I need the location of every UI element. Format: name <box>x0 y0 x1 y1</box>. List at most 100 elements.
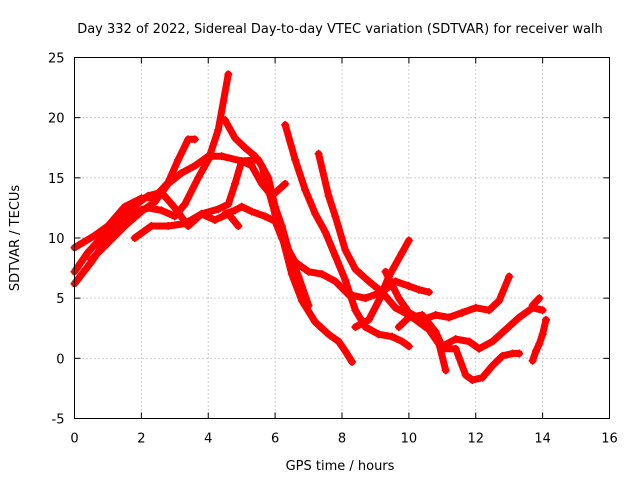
data-series <box>70 70 550 384</box>
x-tick-label: 16 <box>601 432 618 447</box>
data-point <box>190 161 199 170</box>
data-point <box>150 197 159 206</box>
data-point <box>341 246 350 255</box>
data-point <box>391 303 400 312</box>
data-point <box>488 337 497 346</box>
data-point <box>120 202 129 211</box>
data-point <box>515 349 524 358</box>
y-tick-label: 15 <box>48 172 65 187</box>
data-point <box>137 194 146 203</box>
y-tick-label: 20 <box>48 112 65 127</box>
data-point <box>231 206 239 215</box>
data-point <box>157 206 166 215</box>
data-point <box>381 267 390 276</box>
data-point <box>414 285 423 294</box>
data-point <box>505 272 514 281</box>
series-arc-6 <box>220 202 433 303</box>
data-point <box>458 308 467 317</box>
data-point <box>214 205 223 214</box>
data-point <box>301 185 310 194</box>
data-point <box>418 311 427 320</box>
data-point <box>281 179 290 188</box>
data-point <box>404 236 413 245</box>
data-point <box>485 306 494 315</box>
data-point <box>351 265 360 274</box>
data-point <box>197 209 206 218</box>
data-point <box>348 357 357 366</box>
data-point <box>241 143 250 152</box>
series-arc-5 <box>130 156 290 242</box>
data-point <box>317 270 326 279</box>
data-point <box>404 342 413 351</box>
data-point <box>404 313 413 322</box>
data-point <box>231 134 239 143</box>
data-point <box>441 366 450 375</box>
data-point <box>147 221 156 230</box>
y-axis-label: SDTVAR / TECUs <box>8 185 23 292</box>
data-point <box>451 344 460 353</box>
data-point <box>83 248 92 257</box>
data-point <box>224 200 233 209</box>
data-point <box>468 375 477 384</box>
series-arc-2 <box>70 70 233 276</box>
data-point <box>251 152 260 161</box>
data-point <box>471 303 480 312</box>
data-point <box>475 344 484 353</box>
series-line <box>221 203 433 302</box>
x-tick-label: 6 <box>271 432 279 447</box>
series-arc-15 <box>528 315 550 365</box>
x-tick-label: 12 <box>467 432 484 447</box>
x-tick-label: 2 <box>137 432 145 447</box>
data-point <box>180 219 189 228</box>
x-tick-label: 10 <box>401 432 418 447</box>
data-point <box>321 227 330 236</box>
data-point <box>498 351 507 360</box>
data-point <box>541 315 550 324</box>
chart-title: Day 332 of 2022, Sidereal Day-to-day VTE… <box>77 22 603 37</box>
data-point <box>87 255 96 264</box>
data-point <box>247 161 256 170</box>
data-point <box>341 276 350 285</box>
data-point <box>177 169 186 178</box>
data-point <box>465 337 474 346</box>
y-tick-label: 5 <box>56 292 64 307</box>
data-point <box>404 282 413 291</box>
data-point <box>445 313 453 322</box>
series-line <box>71 135 199 252</box>
y-tick-label: -5 <box>52 413 65 428</box>
data-point <box>394 294 403 303</box>
data-point <box>388 332 397 341</box>
data-point <box>97 234 106 242</box>
data-point <box>361 294 370 303</box>
data-point <box>424 288 433 297</box>
series-arc-13 <box>424 325 524 384</box>
data-point <box>297 296 306 305</box>
data-point <box>364 277 373 286</box>
data-point <box>331 252 340 261</box>
data-point <box>90 231 99 240</box>
data-point <box>184 135 193 144</box>
data-point <box>501 325 510 334</box>
data-point <box>461 371 470 380</box>
data-point <box>281 120 290 129</box>
data-point <box>120 221 129 230</box>
y-tick-label: 10 <box>48 232 65 247</box>
data-point <box>264 185 273 194</box>
data-point <box>170 212 179 221</box>
data-point <box>291 155 300 164</box>
data-point <box>304 267 313 276</box>
data-point <box>311 209 320 218</box>
data-point <box>531 347 540 356</box>
data-point <box>538 330 547 339</box>
data-point <box>80 237 89 246</box>
data-point <box>257 161 266 170</box>
data-point <box>190 135 199 144</box>
data-point <box>311 318 320 327</box>
data-point <box>220 116 229 125</box>
data-point <box>535 339 544 348</box>
series-arc-11 <box>381 267 514 324</box>
data-point <box>538 306 547 315</box>
series-line <box>351 236 413 331</box>
data-point <box>137 207 146 216</box>
series-line <box>395 304 547 353</box>
